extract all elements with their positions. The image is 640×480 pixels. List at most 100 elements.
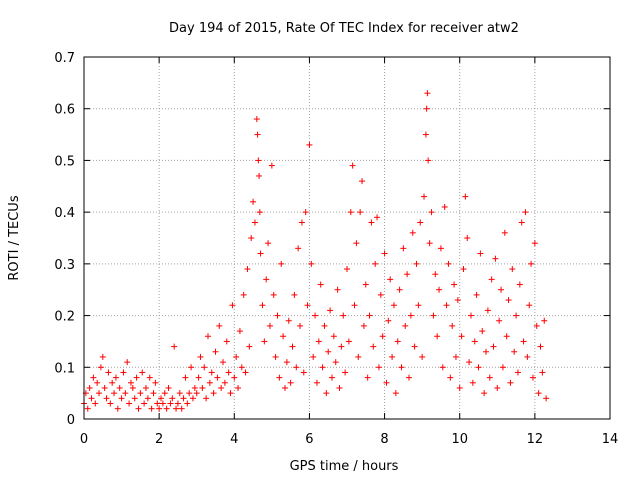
data-point (126, 400, 133, 407)
data-point (342, 369, 349, 376)
x-tick-label: 4 (230, 432, 238, 447)
data-point (447, 374, 454, 381)
data-point (312, 312, 319, 319)
data-point (464, 235, 471, 241)
data-point (475, 364, 482, 371)
data-point (398, 364, 405, 371)
data-point (293, 364, 300, 371)
data-point (216, 322, 223, 329)
data-point (182, 374, 189, 381)
data-point (133, 374, 140, 381)
data-point (522, 209, 529, 216)
data-point (417, 219, 424, 226)
data-point (195, 374, 202, 381)
data-point (114, 405, 121, 412)
data-point (306, 141, 313, 148)
data-point (405, 374, 412, 381)
x-tick-label: 10 (451, 432, 468, 447)
data-point (94, 379, 101, 386)
data-point (212, 348, 219, 355)
data-point (336, 384, 343, 391)
data-point (524, 353, 531, 360)
data-point (425, 157, 432, 164)
data-point (131, 395, 138, 402)
data-point (360, 322, 367, 329)
data-point (208, 369, 215, 376)
data-point (539, 369, 546, 376)
data-point (535, 390, 542, 397)
data-point (124, 359, 131, 366)
data-point (105, 369, 112, 376)
data-point (285, 317, 292, 324)
data-point (330, 333, 337, 340)
data-point (411, 343, 418, 350)
data-point (109, 379, 116, 386)
data-point (319, 364, 326, 371)
data-point (421, 193, 428, 200)
data-point (97, 364, 104, 371)
data-point (261, 338, 268, 345)
data-point (90, 374, 97, 381)
data-point (251, 219, 258, 226)
data-point (499, 364, 506, 371)
data-point (321, 322, 328, 329)
data-point (265, 240, 272, 247)
data-point (165, 384, 172, 391)
data-point (310, 353, 317, 360)
data-point (257, 250, 264, 257)
data-point (364, 374, 371, 381)
data-point (302, 209, 309, 216)
data-point (462, 193, 469, 200)
data-point (171, 343, 178, 350)
data-point (409, 229, 416, 236)
y-tick-label: 0 (67, 413, 75, 428)
x-axis-tick-labels: 0 2 4 6 8 10 12 14 (80, 432, 618, 447)
data-point (111, 390, 118, 397)
data-point (148, 405, 155, 412)
data-point (362, 281, 369, 288)
data-point (127, 379, 134, 386)
data-point (174, 400, 181, 407)
x-tick-label: 6 (305, 432, 313, 447)
data-point (308, 260, 315, 267)
data-point (154, 400, 161, 407)
data-point (428, 209, 435, 216)
data-point (456, 384, 463, 391)
data-point (443, 302, 450, 309)
x-tick-label: 8 (380, 432, 388, 447)
data-point (481, 390, 488, 397)
data-point (353, 240, 360, 247)
data-point (253, 116, 260, 123)
data-point (287, 379, 294, 386)
data-point (511, 348, 518, 355)
data-point (492, 255, 499, 262)
data-point (188, 364, 195, 371)
data-point (473, 291, 480, 298)
data-point (437, 245, 444, 252)
data-point (246, 343, 253, 350)
data-point (173, 405, 180, 412)
data-point (439, 364, 446, 371)
data-point (139, 369, 146, 376)
data-point (144, 395, 151, 402)
data-point (210, 390, 217, 397)
data-point (496, 317, 503, 324)
data-point (235, 384, 242, 391)
axis-ticks (83, 56, 611, 420)
data-point (88, 395, 95, 402)
data-point (479, 328, 486, 335)
data-point (214, 374, 221, 381)
data-point (383, 379, 390, 386)
data-point (150, 390, 157, 397)
data-point (193, 390, 200, 397)
data-point (280, 333, 287, 340)
data-point (295, 245, 302, 252)
data-point (460, 266, 467, 273)
data-point (180, 395, 187, 402)
data-point (328, 374, 335, 381)
data-point (528, 260, 535, 267)
data-point (189, 395, 196, 402)
data-point (129, 384, 136, 391)
data-point (255, 157, 262, 164)
data-point (242, 369, 249, 376)
